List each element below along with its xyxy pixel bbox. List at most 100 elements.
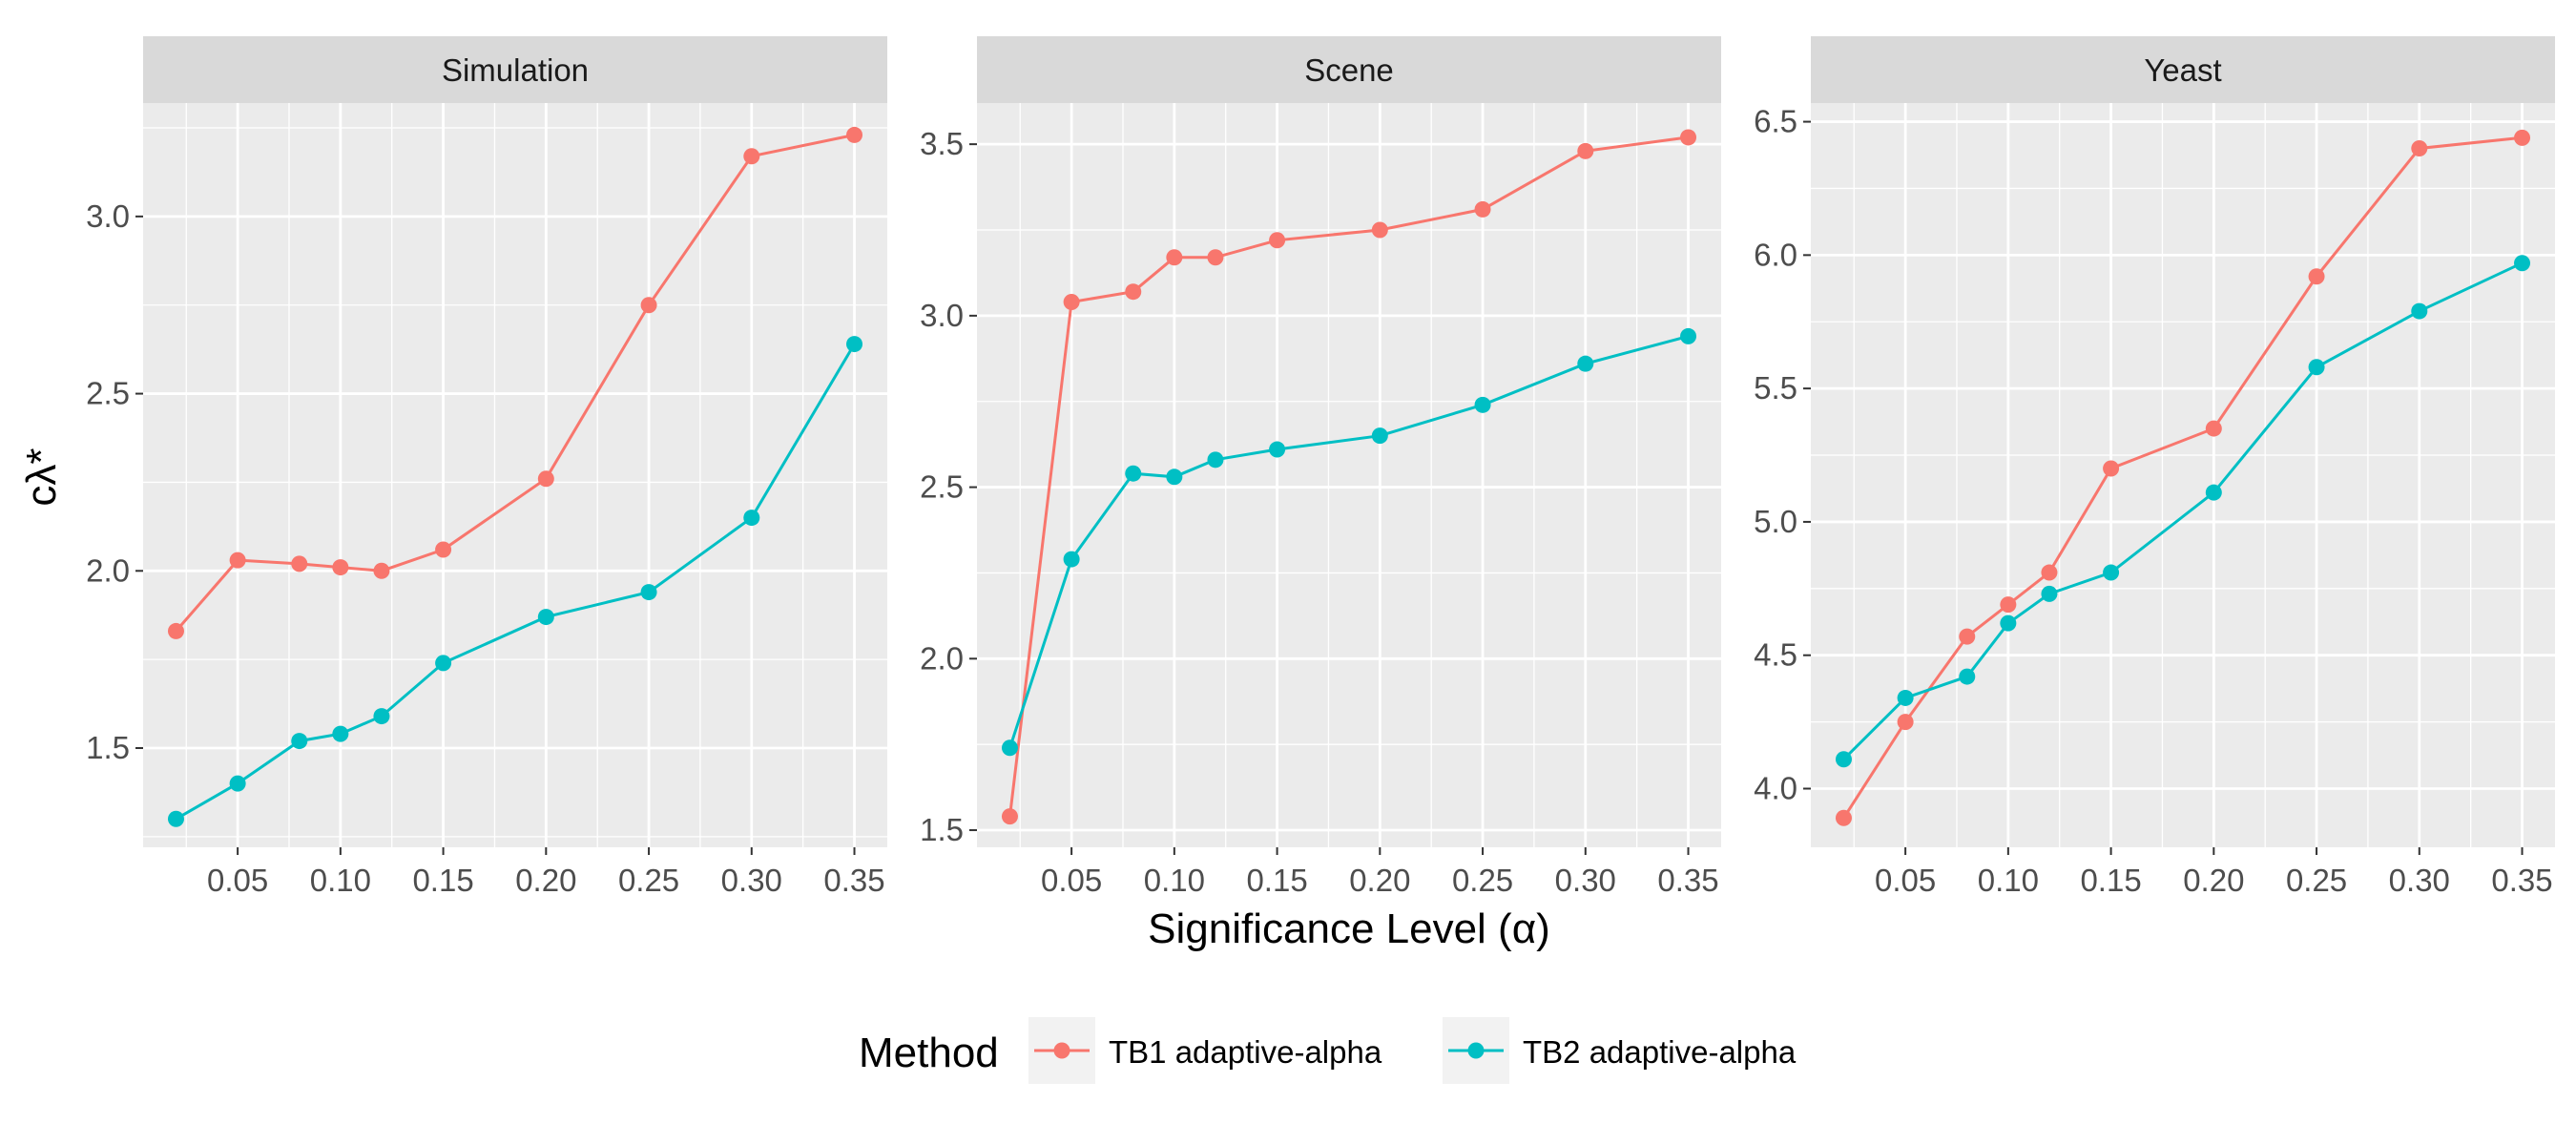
y-tick-label: 6.0 xyxy=(1754,237,1797,272)
x-axis-title: Significance Level (α) xyxy=(1148,906,1550,952)
series-line-tb1 xyxy=(1008,135,1689,817)
data-point xyxy=(2308,359,2325,376)
data-point xyxy=(1166,249,1183,266)
data-point xyxy=(537,609,554,626)
data-point xyxy=(1001,739,1018,757)
series-line-tb2 xyxy=(175,343,856,821)
legend-key-point xyxy=(1467,1042,1485,1059)
facet-strip-label: Simulation xyxy=(442,52,589,88)
y-tick-label: 2.5 xyxy=(86,376,130,411)
x-tick-label: 0.30 xyxy=(2389,863,2450,898)
x-tick-label: 0.25 xyxy=(2286,863,2347,898)
data-point xyxy=(1897,714,1914,731)
data-point xyxy=(229,775,246,792)
x-tick-label: 0.05 xyxy=(207,863,268,898)
data-point xyxy=(2308,268,2325,285)
data-point xyxy=(1125,465,1142,482)
facet-strip-label: Scene xyxy=(1304,52,1394,88)
y-tick-label: 2.0 xyxy=(86,552,130,588)
data-point xyxy=(373,708,390,725)
data-point xyxy=(640,297,657,314)
y-tick-label: 4.5 xyxy=(1754,637,1797,673)
panel-background xyxy=(143,103,887,847)
data-point xyxy=(291,555,308,572)
data-point xyxy=(2041,564,2058,581)
x-tick-label: 0.30 xyxy=(721,863,782,898)
data-point xyxy=(332,725,349,742)
x-tick-label: 0.15 xyxy=(2080,863,2141,898)
data-point xyxy=(435,541,452,558)
data-point xyxy=(537,470,554,488)
legend-label: TB1 adaptive-alpha xyxy=(1109,1034,1382,1070)
data-point xyxy=(1835,751,1852,768)
y-tick-label: 3.5 xyxy=(920,126,964,161)
y-tick-label: 4.0 xyxy=(1754,770,1797,805)
panel-background xyxy=(1811,103,2555,847)
data-point xyxy=(373,562,390,579)
x-tick-label: 0.15 xyxy=(412,863,473,898)
data-point xyxy=(2411,302,2428,320)
x-tick-label: 0.30 xyxy=(1555,863,1616,898)
panel-scene: Scene 1.5 2.0 2.5 3.0 3.5 0.05 0.10 0.15 0.20 0.25… xyxy=(920,36,1721,898)
facet-strip xyxy=(977,36,1721,103)
data-point xyxy=(2411,140,2428,157)
legend: Method TB1 adaptive-alpha TB2 adaptive-alp… xyxy=(859,1017,1797,1084)
x-tick-label: 0.35 xyxy=(1657,863,1718,898)
data-point xyxy=(1125,283,1142,301)
data-point xyxy=(1959,628,1976,645)
facet-strip-label: Yeast xyxy=(2144,52,2221,88)
x-tick-label: 0.20 xyxy=(1349,863,1410,898)
data-point xyxy=(1371,427,1388,445)
y-tick-label: 2.0 xyxy=(920,640,964,676)
data-point xyxy=(2514,255,2531,272)
facet-strip xyxy=(143,36,887,103)
data-point xyxy=(435,655,452,672)
series-line-tb1 xyxy=(1842,135,2523,820)
legend-key-point xyxy=(1053,1042,1070,1059)
x-tick-label: 0.35 xyxy=(823,863,884,898)
data-point xyxy=(291,733,308,750)
series-line-tb1 xyxy=(175,133,855,633)
data-point xyxy=(1371,221,1388,239)
series-line-tb2 xyxy=(1842,261,2524,760)
data-point xyxy=(846,336,863,353)
x-tick-label: 0.20 xyxy=(2183,863,2244,898)
data-point xyxy=(743,510,760,527)
x-tick-label: 0.25 xyxy=(1452,863,1513,898)
x-tick-label: 0.25 xyxy=(618,863,679,898)
data-point xyxy=(229,552,246,569)
x-tick-label: 0.05 xyxy=(1041,863,1102,898)
data-point xyxy=(1269,441,1286,458)
x-tick-label: 0.10 xyxy=(310,863,371,898)
x-tick-label: 0.05 xyxy=(1875,863,1936,898)
y-tick-label: 1.5 xyxy=(86,730,130,765)
data-point xyxy=(2514,129,2531,146)
y-axis-title: cλ* xyxy=(18,448,65,506)
data-point xyxy=(1207,249,1224,266)
data-point xyxy=(1577,142,1594,159)
panel-background xyxy=(977,103,1721,847)
y-tick-label: 1.5 xyxy=(920,812,964,847)
data-point xyxy=(743,148,760,165)
x-tick-label: 0.15 xyxy=(1246,863,1307,898)
data-point xyxy=(167,622,184,639)
data-point xyxy=(1474,200,1491,218)
x-tick-label: 0.35 xyxy=(2491,863,2552,898)
facet-strip xyxy=(1811,36,2555,103)
data-point xyxy=(1063,293,1080,310)
legend-title: Method xyxy=(859,1030,999,1076)
data-point xyxy=(2000,596,2017,614)
y-tick-label: 3.0 xyxy=(920,298,964,333)
data-point xyxy=(1269,232,1286,249)
data-point xyxy=(1063,551,1080,568)
data-point xyxy=(1680,327,1697,344)
data-point xyxy=(1959,668,1976,685)
data-point xyxy=(1577,355,1594,372)
series-line-tb2 xyxy=(1008,334,1689,749)
x-tick-label: 0.10 xyxy=(1144,863,1205,898)
data-point xyxy=(2000,614,2017,632)
x-tick-label: 0.10 xyxy=(1978,863,2039,898)
data-point xyxy=(1897,689,1914,706)
